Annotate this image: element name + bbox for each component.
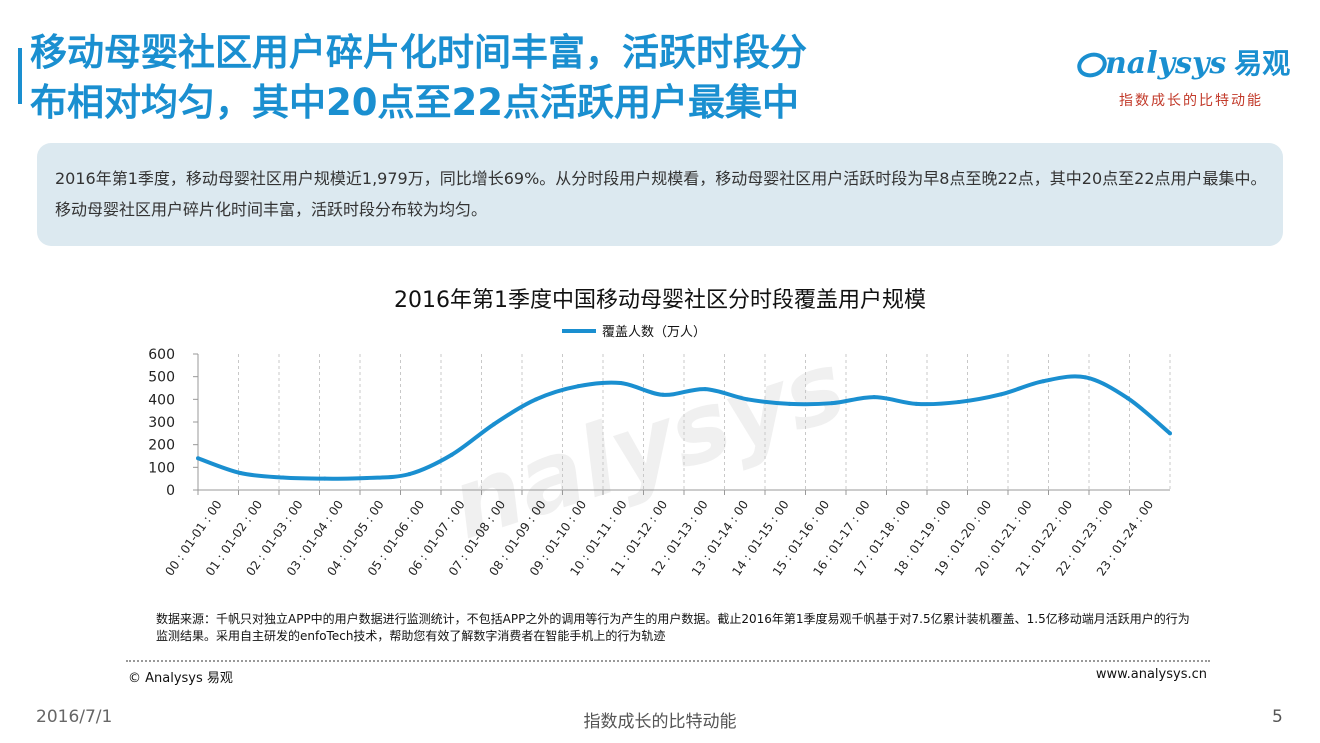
chart-legend: 覆盖人数（万人） <box>562 320 707 340</box>
data-point <box>280 475 285 480</box>
y-tick-label: 600 <box>148 347 175 363</box>
slide-title: 移动母婴社区用户碎片化时间丰富，活跃时段分 布相对均匀，其中20点至22点活跃用… <box>30 28 980 128</box>
data-point <box>1083 375 1088 380</box>
data-point <box>618 381 623 386</box>
logo-wordmark: nalysys <box>1105 46 1227 81</box>
logo-swoosh-icon <box>1077 52 1107 78</box>
data-point <box>196 456 200 461</box>
data-point <box>872 395 877 400</box>
source-note: 数据来源：千帆只对独立APP中的用户数据进行监测统计，不包括APP之外的调用等行… <box>156 612 1190 643</box>
data-point <box>491 422 496 427</box>
legend-label: 覆盖人数（万人） <box>602 325 707 340</box>
data-point <box>449 452 454 457</box>
analysys-logo: nalysys 易观 指数成长的比特动能 <box>1075 42 1300 112</box>
y-tick-label: 100 <box>148 460 175 476</box>
logo-cn-name: 易观 <box>1234 47 1291 80</box>
data-point <box>829 401 834 406</box>
y-tick-label: 400 <box>148 392 175 408</box>
data-point <box>1168 431 1172 436</box>
data-point <box>998 392 1003 397</box>
data-point <box>238 471 243 475</box>
slide-title-line-1: 移动母婴社区用户碎片化时间丰富，活跃时段分 <box>30 31 807 74</box>
summary-box: 2016年第1季度，移动母婴社区用户规模近1,979万，同比增长69%。从分时段… <box>37 143 1283 246</box>
footer-slogan: 指数成长的比特动能 <box>583 712 737 732</box>
data-point <box>365 475 370 480</box>
data-point <box>407 472 412 477</box>
series-line <box>197 374 1172 481</box>
y-tick-label: 500 <box>148 370 175 386</box>
legend-line-swatch <box>562 328 596 333</box>
data-point <box>660 392 665 397</box>
title-accent-bar <box>18 48 22 104</box>
logo-slogan: 指数成长的比特动能 <box>1119 93 1263 109</box>
data-point <box>745 397 750 402</box>
copyright: © Analysys 易观 <box>128 671 233 686</box>
data-point <box>576 384 581 389</box>
data-point <box>914 401 919 406</box>
y-tick-label: 300 <box>148 415 175 431</box>
slide-title-line-2: 布相对均匀，其中20点至22点活跃用户最集中 <box>30 81 799 124</box>
data-point <box>703 387 708 392</box>
footer-divider <box>126 660 1210 662</box>
chart-title: 2016年第1季度中国移动母婴社区分时段覆盖用户规模 <box>394 288 926 313</box>
data-point <box>1041 379 1046 384</box>
summary-text: 2016年第1季度，移动母婴社区用户规模近1,979万，同比增长69%。从分时段… <box>55 169 1267 219</box>
y-tick-label: 0 <box>166 483 175 499</box>
data-point <box>956 400 961 405</box>
footer-date: 2016/7/1 <box>36 707 113 727</box>
data-point <box>534 397 539 402</box>
page-number: 5 <box>1272 707 1283 727</box>
data-point <box>787 401 792 406</box>
data-point <box>322 476 327 481</box>
website-link[interactable]: www.analysys.cn <box>1095 667 1207 682</box>
data-point <box>1125 396 1130 401</box>
y-tick-label: 200 <box>148 438 175 454</box>
